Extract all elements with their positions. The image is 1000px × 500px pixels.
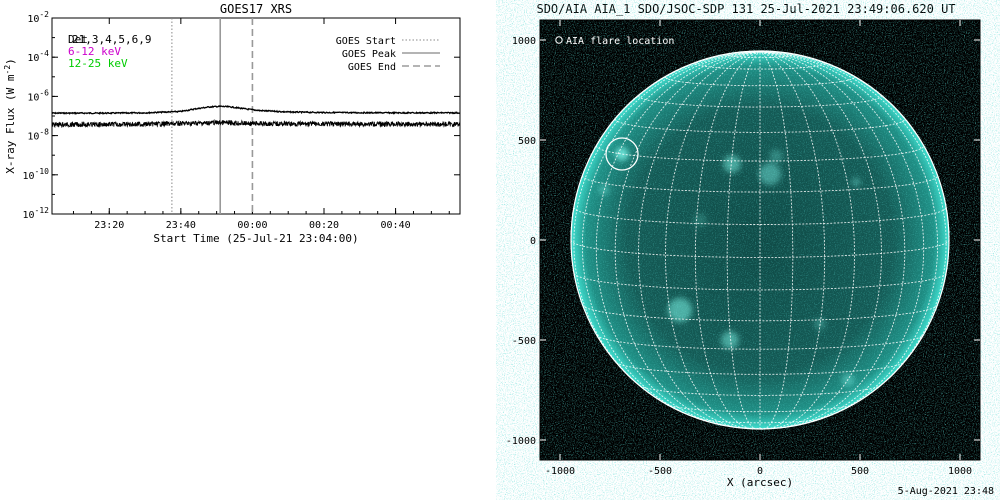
goes-legend: GOES Start GOES Peak GOES End xyxy=(336,36,440,73)
latitude-line xyxy=(615,362,905,375)
aia-x-tick-label: 1000 xyxy=(948,466,972,477)
goes-x-tick-label: 23:20 xyxy=(94,220,124,231)
aia-x-tick-label: 0 xyxy=(757,466,763,477)
goes-xrs-chart: GOES17 XRS 10-2 10-4 10-6 10-8 10-10 10-12 23… xyxy=(3,2,461,245)
detector-label: Det xyxy=(68,33,88,46)
aia-x-ticks: -1000 -500 0 500 1000 xyxy=(545,20,972,477)
aia-y-tick-label: 0 xyxy=(530,236,536,247)
aia-y-tick-label: 1000 xyxy=(512,36,536,47)
longitude-line xyxy=(759,51,906,428)
aia-legend: AIA flare location xyxy=(555,36,674,47)
aia-legend-symbol xyxy=(555,36,563,44)
longitude-line xyxy=(759,51,925,427)
aia-x-tick-label: 500 xyxy=(851,466,869,477)
aia-y-tick-label: 500 xyxy=(518,136,536,147)
flare-location-marker xyxy=(605,137,639,171)
goes-x-tick-label: 00:20 xyxy=(309,220,339,231)
longitude-line xyxy=(638,51,761,429)
latitude-line xyxy=(639,385,881,396)
goes-legend-label: GOES End xyxy=(348,62,396,73)
goes-series-long xyxy=(52,104,460,116)
aia-x-tick-label: -1000 xyxy=(545,466,575,477)
active-region xyxy=(721,331,739,349)
goes-y-tick-label: 10-10 xyxy=(23,167,50,182)
goes-x-tick-label: 00:40 xyxy=(381,220,411,231)
goes-x-tick-label: 00:00 xyxy=(237,220,267,231)
aia-y-tick-label: -1000 xyxy=(506,436,536,447)
goes-y-tick-label: 10-2 xyxy=(27,10,49,25)
aia-image-chart: SDO/AIA AIA_1 SDO/JSOC-SDP 131 25-Jul-20… xyxy=(506,2,981,489)
goes-x-tick-label: 23:40 xyxy=(166,220,196,231)
latitude-line xyxy=(596,334,924,350)
active-region xyxy=(693,213,707,227)
goes-series-short xyxy=(52,118,460,129)
aia-legend-label: AIA flare location xyxy=(566,36,674,47)
goes-y-tick-label: 10-6 xyxy=(27,88,49,103)
longitude-line xyxy=(595,51,761,427)
goes-event-lines xyxy=(171,18,254,214)
latitude-line xyxy=(581,175,939,193)
sun-limb xyxy=(570,50,950,430)
goes-legend-label: GOES Start xyxy=(336,36,396,47)
longitude-line xyxy=(614,51,761,428)
active-region xyxy=(851,177,861,187)
heliographic-grid xyxy=(570,51,950,430)
active-region xyxy=(598,184,610,196)
goes-y-ticks: 10-2 10-4 10-6 10-8 10-10 10-12 xyxy=(23,10,460,221)
latitude-line xyxy=(582,304,938,322)
sun-disk-group xyxy=(570,50,950,430)
active-region xyxy=(667,297,693,323)
goes-legend-label: GOES Peak xyxy=(342,49,396,60)
latitude-line xyxy=(573,273,947,291)
aia-y-ticks: -1000 -500 0 500 1000 xyxy=(506,36,980,447)
goes-y-tick-label: 10-4 xyxy=(27,49,49,64)
goes-y-tick-label: 10-12 xyxy=(23,206,50,221)
goes-series xyxy=(52,104,460,129)
longitude-line xyxy=(759,51,855,429)
detector-list: 21,3,4,5,6,9 xyxy=(72,33,151,46)
channel-6-12-label: 6-12 keV xyxy=(68,45,121,58)
latitude-line xyxy=(666,404,854,413)
channel-12-25-label: 12-25 keV xyxy=(68,57,128,70)
aia-x-axis-label: X (arcsec) xyxy=(727,476,793,489)
aia-chart-title: SDO/AIA AIA_1 SDO/JSOC-SDP 131 25-Jul-20… xyxy=(536,2,955,16)
goes-x-ticks: 23:20 23:40 00:00 00:20 00:40 xyxy=(72,18,450,231)
active-region xyxy=(759,163,781,185)
active-region xyxy=(769,149,783,163)
footer-timestamp: 5-Aug-2021 23:48 xyxy=(897,486,994,497)
longitude-line xyxy=(759,51,882,429)
goes-x-axis-label: Start Time (25-Jul-21 23:04:00) xyxy=(153,232,358,245)
active-region xyxy=(723,155,741,173)
aia-x-tick-label: -500 xyxy=(648,466,672,477)
longitude-line xyxy=(581,51,761,423)
goes-y-tick-label: 10-8 xyxy=(27,128,49,143)
active-region xyxy=(615,147,629,161)
longitude-line xyxy=(573,51,761,405)
longitude-line xyxy=(665,51,761,429)
goes-chart-title: GOES17 XRS xyxy=(220,2,292,16)
goes-y-axis-label: X-ray Flux (W m-2) xyxy=(3,58,17,174)
longitude-line xyxy=(759,51,947,405)
longitude-line xyxy=(759,51,939,423)
aia-y-tick-label: -500 xyxy=(512,336,536,347)
